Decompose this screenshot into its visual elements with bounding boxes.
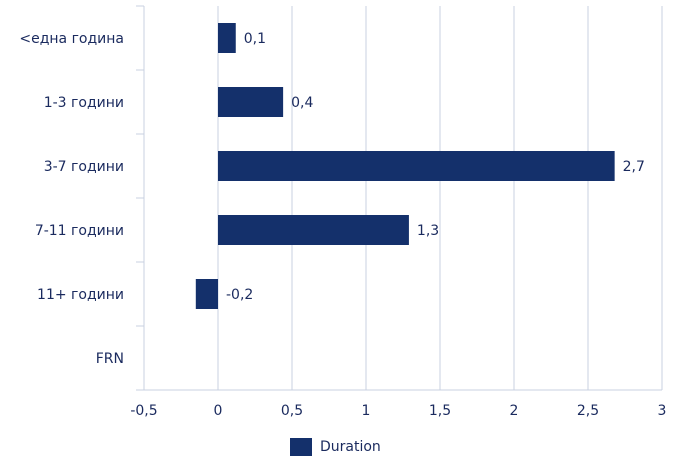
x-tick-label-5: 2 xyxy=(510,403,519,419)
data-label-1: 0,4 xyxy=(291,95,313,111)
data-label-2: 2,7 xyxy=(623,159,645,175)
category-label-2: 3-7 години xyxy=(44,159,124,175)
chart-legend: Duration xyxy=(290,438,381,456)
category-label-0: <една година xyxy=(19,31,124,47)
data-label-0: 0,1 xyxy=(244,31,266,47)
x-tick-label-1: 0 xyxy=(214,403,223,419)
data-label-3: 1,3 xyxy=(417,223,439,239)
x-tick-label-6: 2,5 xyxy=(577,403,599,419)
legend-label-duration: Duration xyxy=(320,439,381,455)
x-tick-label-2: 0,5 xyxy=(281,403,303,419)
x-tick-label-4: 1,5 xyxy=(429,403,451,419)
x-tick-label-3: 1 xyxy=(362,403,371,419)
data-label-4: -0,2 xyxy=(226,287,253,303)
bar-2 xyxy=(218,151,615,181)
category-label-3: 7-11 години xyxy=(35,223,124,239)
bar-0 xyxy=(218,23,236,53)
bar-3 xyxy=(218,215,409,245)
bar-4 xyxy=(195,279,218,309)
category-label-5: FRN xyxy=(96,351,124,367)
bar-1 xyxy=(218,87,284,117)
category-label-4: 11+ години xyxy=(37,287,124,303)
legend-swatch-duration xyxy=(290,438,312,456)
x-tick-label-0: -0,5 xyxy=(130,403,157,419)
category-label-1: 1-3 години xyxy=(44,95,124,111)
x-tick-label-7: 3 xyxy=(658,403,667,419)
